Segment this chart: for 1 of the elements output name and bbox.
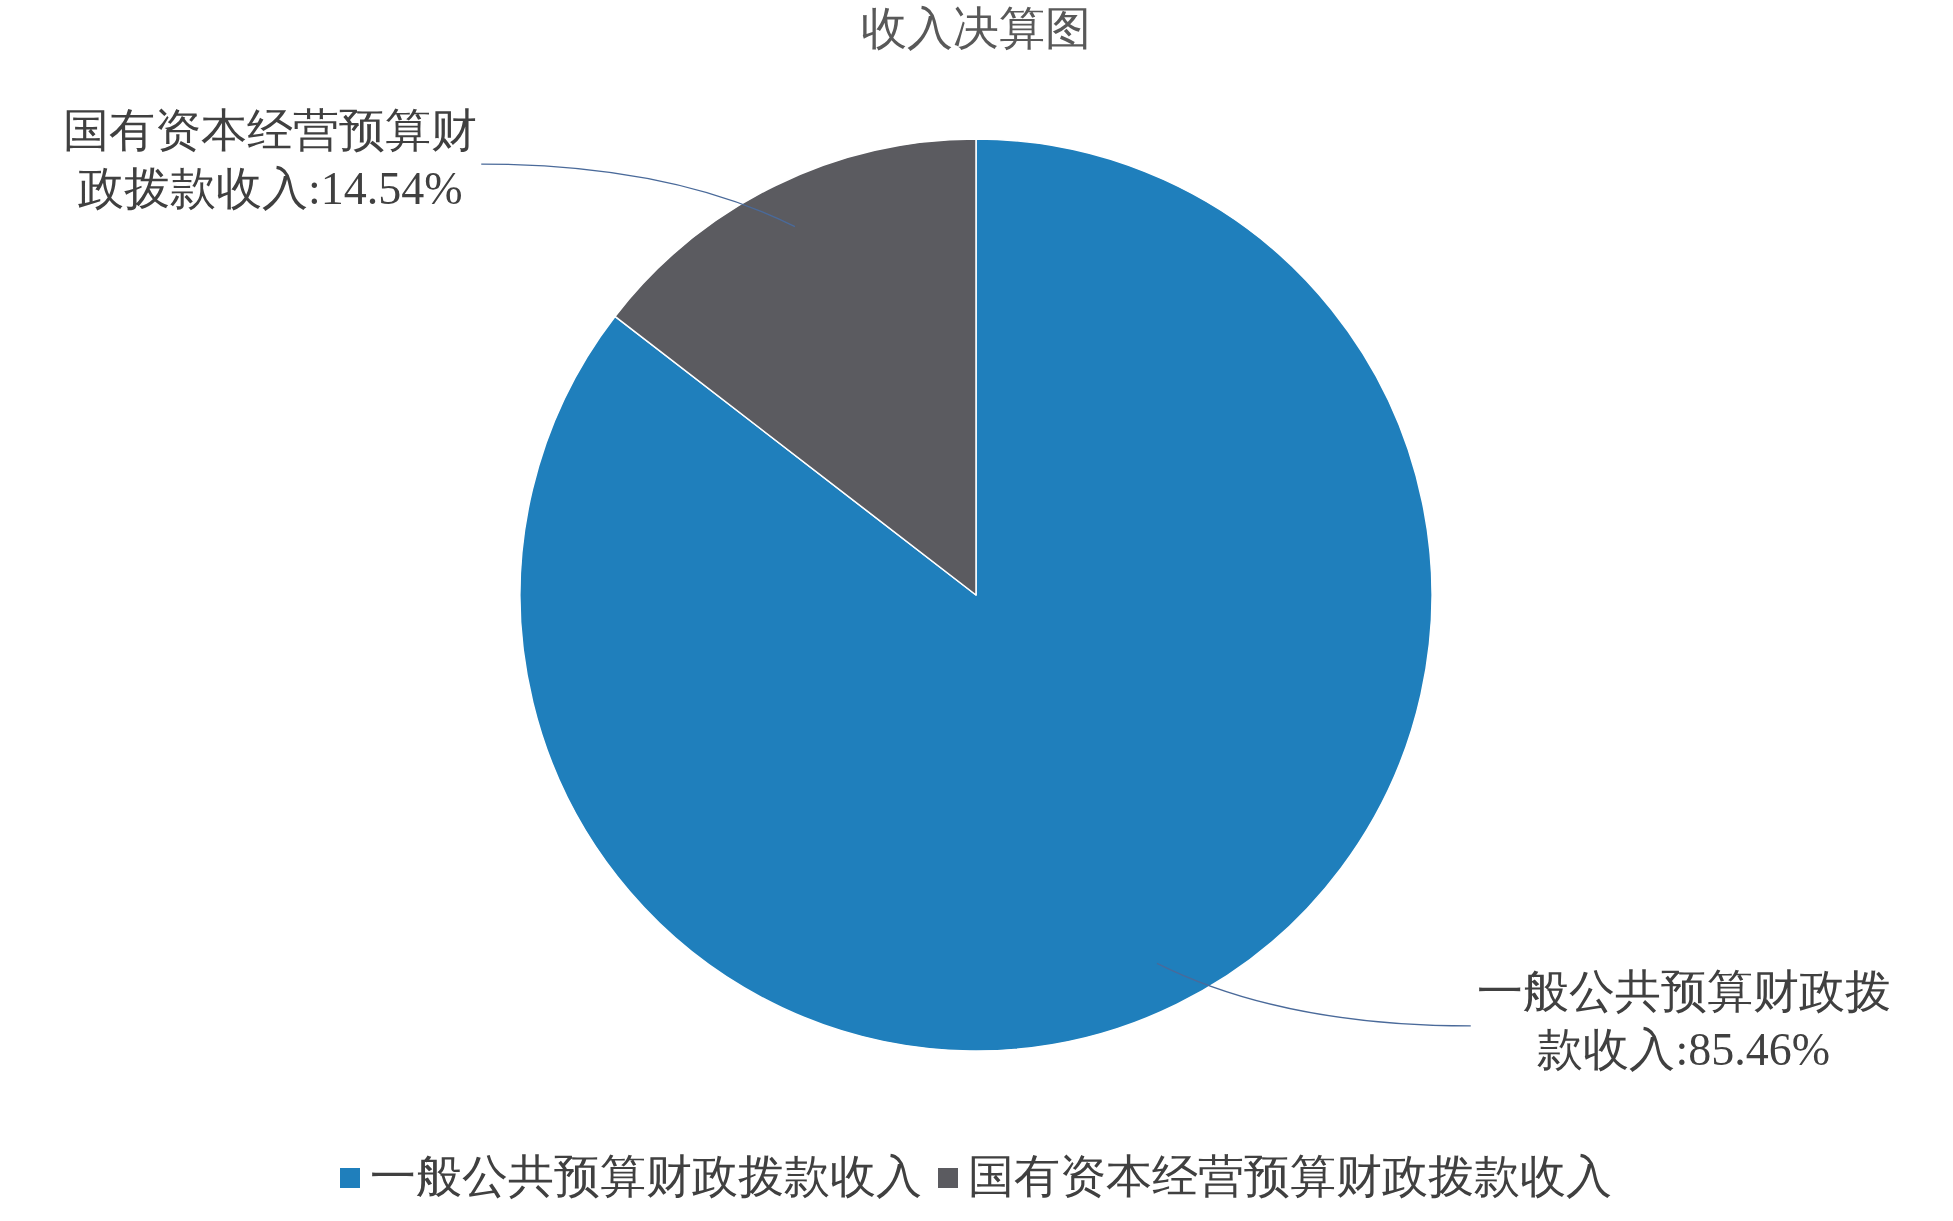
- title: 收入决算图: [861, 2, 1091, 54]
